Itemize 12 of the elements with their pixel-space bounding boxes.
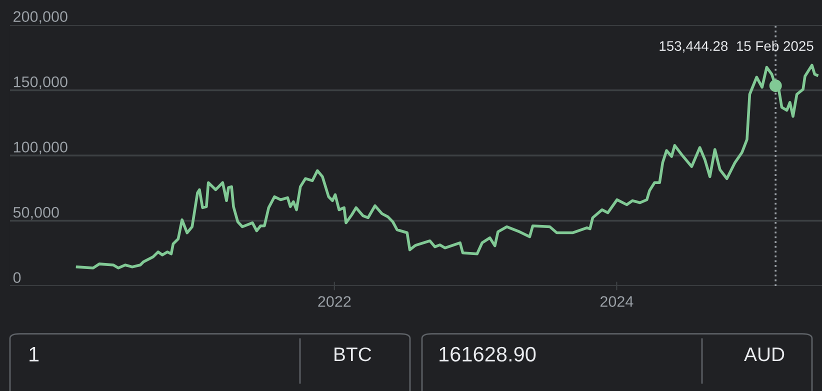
- x-tick-label: 2024: [600, 296, 634, 307]
- y-tick-label: 100,000: [14, 142, 68, 154]
- text: 1: [30, 347, 39, 362]
- text: 161628.90: [440, 346, 536, 362]
- text: BTC: [334, 347, 372, 362]
- x-tick-label: 2022: [318, 296, 351, 307]
- y-tick-label: 150,000: [14, 76, 68, 90]
- annotation: 153,444.28 15 Feb 2025: [660, 40, 814, 53]
- y-tick-label: 0: [13, 272, 21, 283]
- y-tick-label: 50,000: [13, 206, 59, 220]
- y-tick-label: 200,000: [14, 11, 68, 24]
- text: AUD: [744, 348, 784, 362]
